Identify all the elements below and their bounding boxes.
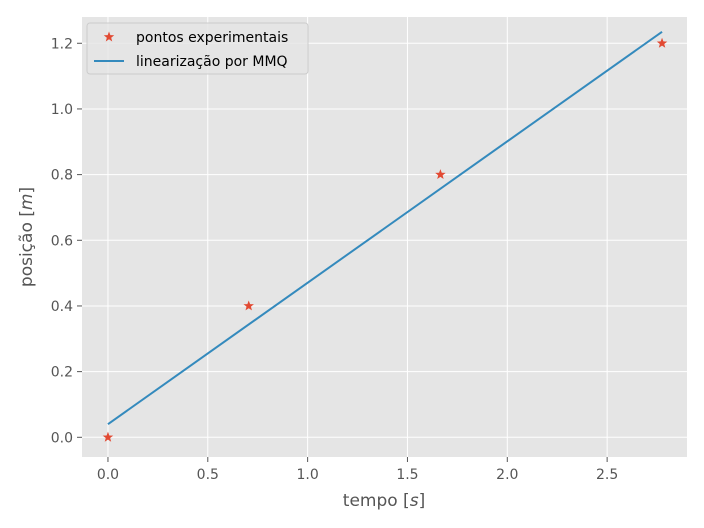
legend-label-fit: linearização por MMQ — [136, 54, 288, 70]
x-tick-label: 1.5 — [396, 467, 418, 483]
x-tick-label: 1.0 — [296, 467, 318, 483]
plot-area — [82, 17, 687, 457]
data-point — [435, 169, 446, 180]
grid — [82, 17, 687, 457]
legend-box — [86, 22, 309, 75]
data-point — [243, 300, 254, 311]
data-point — [102, 431, 114, 442]
y-axis: 0.0 0.2 0.4 0.6 0.8 1.0 1.2 — [51, 36, 82, 446]
y-axis-label: posição [m] — [17, 187, 37, 287]
legend-star-marker-icon — [103, 31, 115, 42]
x-axis: 0.0 0.5 1.0 1.5 2.0 2.5 — [97, 457, 618, 483]
x-axis-label: tempo [s] — [343, 491, 425, 511]
fit-line — [107, 30, 663, 425]
x-tick-label: 0.5 — [197, 467, 219, 483]
y-tick-label: 0.8 — [51, 168, 73, 184]
x-tick-label: 2.0 — [496, 467, 518, 483]
y-tick-label: 1.2 — [51, 36, 73, 52]
y-tick-label: 0.4 — [51, 299, 73, 315]
x-tick-label: 0.0 — [97, 467, 119, 483]
x-tick-label: 2.5 — [596, 467, 618, 483]
series-layer — [102, 30, 668, 442]
y-tick-label: 0.2 — [51, 365, 73, 381]
y-tick-label: 0.0 — [51, 430, 73, 446]
data-point — [656, 37, 668, 48]
legend: pontos experimentais linearização por MM… — [86, 22, 309, 75]
y-tick-label: 1.0 — [51, 102, 73, 118]
y-tick-label: 0.6 — [51, 233, 73, 249]
legend-label-experimental: pontos experimentais — [136, 30, 288, 46]
